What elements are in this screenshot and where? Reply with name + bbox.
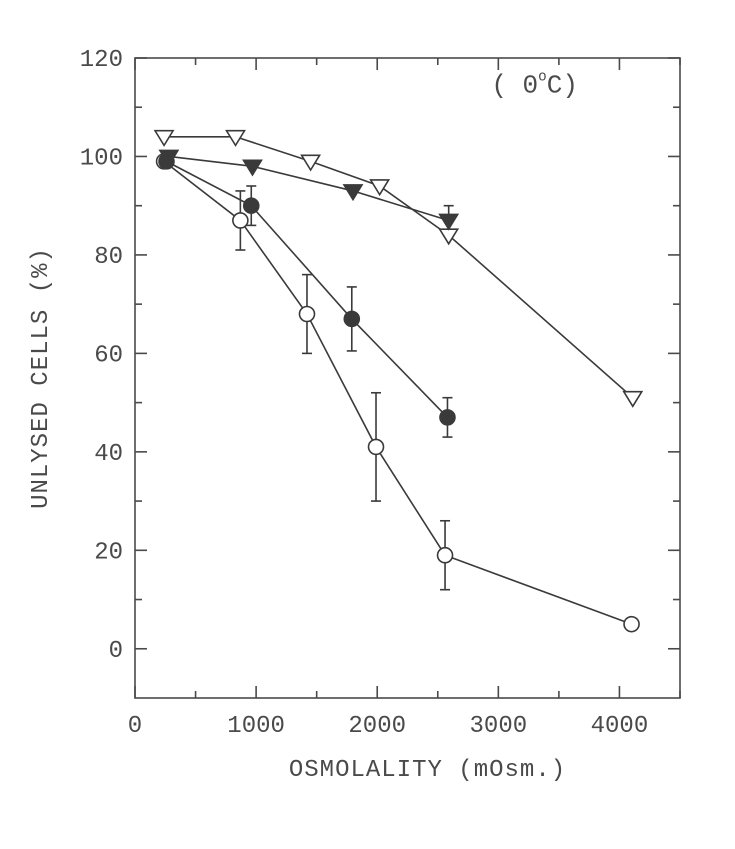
y-tick-label: 20	[94, 539, 123, 566]
chart-container: 0 1000 2000 3000 4000 0 20 40 60 80 100 120 OSMOLALI…	[0, 0, 735, 849]
y-tick-label: 40	[94, 441, 123, 468]
marker-filled-circle	[344, 311, 359, 326]
marker-filled-circle	[244, 198, 259, 213]
x-tick-label: 0	[128, 713, 142, 740]
marker-open-circle	[624, 617, 639, 632]
y-axis-label: UNLYSED CELLS (%)	[28, 247, 55, 509]
y-tick-label: 100	[80, 145, 123, 172]
x-tick-label: 3000	[470, 713, 528, 740]
marker-open-circle	[299, 307, 314, 322]
x-tick-label: 1000	[227, 713, 285, 740]
chart-svg: 0 1000 2000 3000 4000 0 20 40 60 80 100 120 OSMOLALI…	[0, 0, 735, 849]
marker-open-circle	[438, 548, 453, 563]
x-tick-label: 2000	[348, 713, 406, 740]
marker-open-circle	[369, 439, 384, 454]
y-tick-label: 60	[94, 342, 123, 369]
annotation-temperature: ( 0oC)	[491, 69, 578, 100]
x-tick-label: 4000	[591, 713, 649, 740]
marker-open-circle	[233, 213, 248, 228]
y-tick-label: 120	[80, 47, 123, 74]
marker-filled-circle	[440, 410, 455, 425]
x-axis-label: OSMOLALITY (mOsm.)	[289, 757, 566, 784]
y-tick-label: 80	[94, 244, 123, 271]
y-tick-label: 0	[109, 638, 123, 665]
